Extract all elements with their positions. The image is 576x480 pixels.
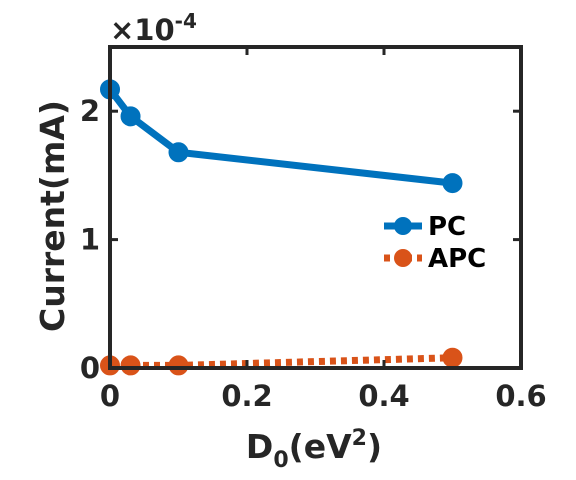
y-axis-multiplier: ×10-4 <box>110 9 197 47</box>
legend-marker-apc <box>394 249 412 267</box>
legend-marker-pc <box>394 217 412 235</box>
data-point-pc <box>168 142 189 163</box>
series-pc <box>100 79 463 194</box>
x-tick-label: 0.2 <box>221 379 272 413</box>
plot-frame <box>108 45 523 370</box>
y-tick-label: 2 <box>80 94 100 128</box>
y-tick-label: 0 <box>80 351 100 385</box>
data-point-pc <box>120 106 141 127</box>
series-line-apc <box>110 354 453 369</box>
x-tick-label: 0.6 <box>495 379 546 413</box>
data-point-apc <box>168 355 189 376</box>
series-apc <box>100 347 463 376</box>
data-point-apc <box>442 347 463 368</box>
data-point-pc <box>442 173 463 194</box>
y-tick-label: 1 <box>80 223 100 257</box>
legend-label-pc: PC <box>428 212 466 242</box>
x-tick-label: 0.4 <box>358 379 409 413</box>
ticks-layer: 0 0.2 0.4 0.6 0 1 2 <box>80 47 547 413</box>
x-tick-label: 0 <box>100 379 120 413</box>
y-axis-title: Current(mA) <box>33 100 72 332</box>
series-line-pc <box>107 87 453 187</box>
legend-label-apc: APC <box>428 244 486 274</box>
x-axis-title: D0(eV2) <box>246 426 382 473</box>
data-point-apc <box>120 355 141 376</box>
